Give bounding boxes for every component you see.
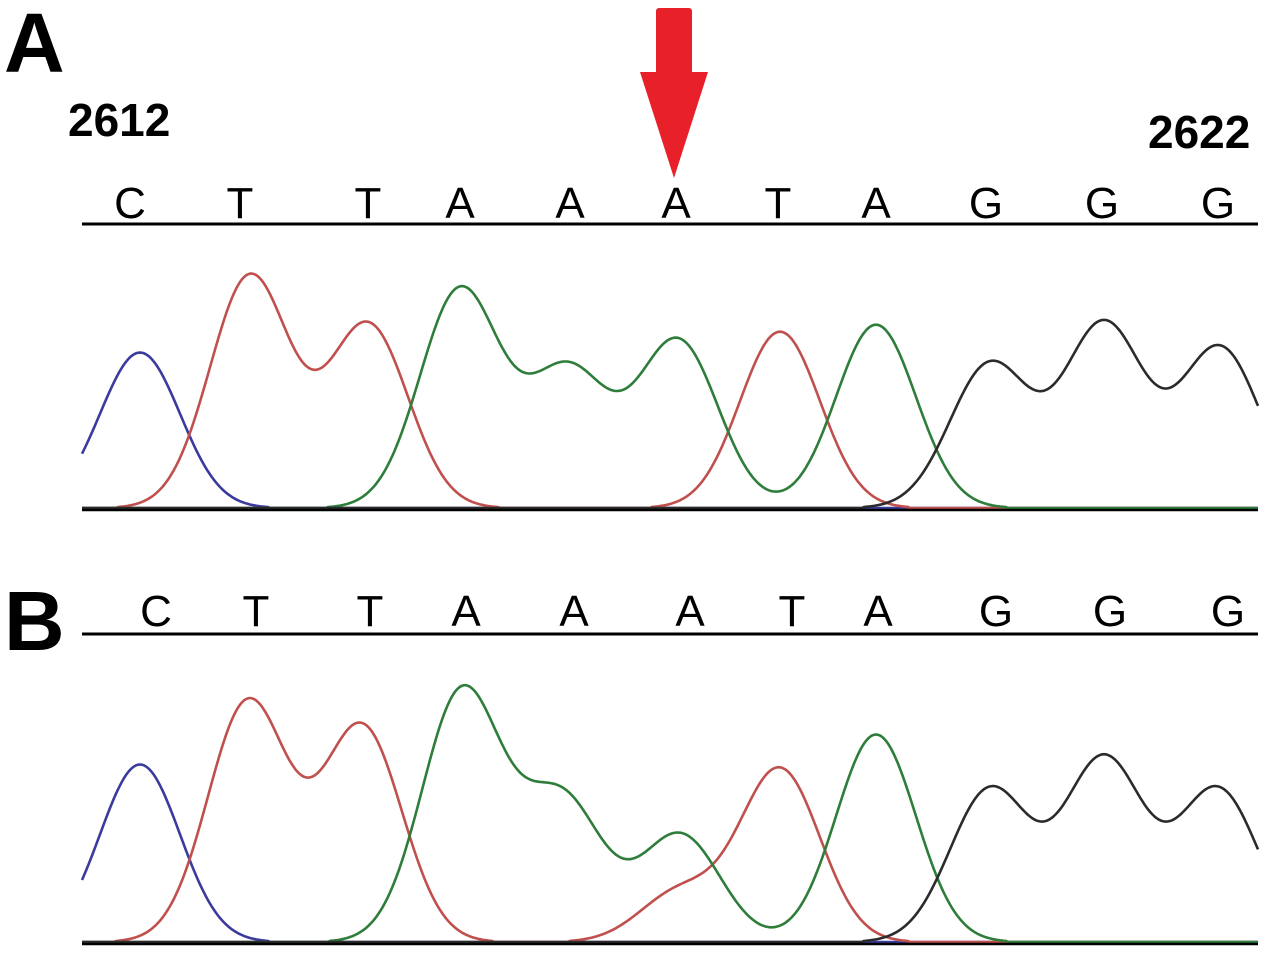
base-letter-a-5: A — [661, 179, 691, 228]
base-letter-b-2: T — [357, 587, 384, 636]
base-letter-b-10: G — [1211, 587, 1245, 636]
base-letter-a-3: A — [445, 179, 475, 228]
start-position-label: 2612 — [68, 94, 170, 146]
base-letter-a-10: G — [1201, 179, 1235, 228]
base-letter-a-0: C — [114, 179, 146, 228]
trace-A-b — [82, 683, 1258, 944]
trace-T-a — [82, 272, 1258, 510]
base-letter-a-1: T — [227, 179, 254, 228]
base-letter-b-0: C — [140, 587, 172, 636]
base-letter-b-1: T — [243, 587, 270, 636]
base-letter-b-8: G — [979, 587, 1013, 636]
base-letter-a-8: G — [969, 179, 1003, 228]
trace-A-a — [82, 284, 1258, 510]
base-letter-a-2: T — [355, 179, 382, 228]
trace-T-b — [82, 696, 1258, 944]
panel-a-label: A — [4, 0, 65, 90]
base-letter-b-7: A — [863, 587, 893, 636]
panel-a: A 2612 2622 C T T A A A T A G G G — [4, 0, 1260, 512]
chromatogram-traces-b — [80, 683, 1260, 944]
end-position-label: 2622 — [1148, 106, 1250, 158]
base-letter-b-5: A — [675, 587, 705, 636]
base-letter-b-4: A — [559, 587, 589, 636]
base-letter-a-6: T — [765, 179, 792, 228]
trace-G-a — [82, 318, 1260, 510]
chromatogram-traces-a — [80, 272, 1260, 510]
base-letter-b-6: T — [779, 587, 806, 636]
trace-C-b — [80, 763, 1258, 944]
panel-b-label: B — [4, 574, 65, 668]
base-letter-b-9: G — [1093, 587, 1127, 636]
base-letter-a-9: G — [1085, 179, 1119, 228]
trace-C-a — [80, 351, 1258, 510]
base-letter-b-3: A — [451, 587, 481, 636]
mutation-arrow-icon — [640, 8, 708, 178]
base-letter-a-4: A — [555, 179, 585, 228]
trace-G-b — [82, 752, 1260, 944]
base-letter-a-7: A — [861, 179, 891, 228]
